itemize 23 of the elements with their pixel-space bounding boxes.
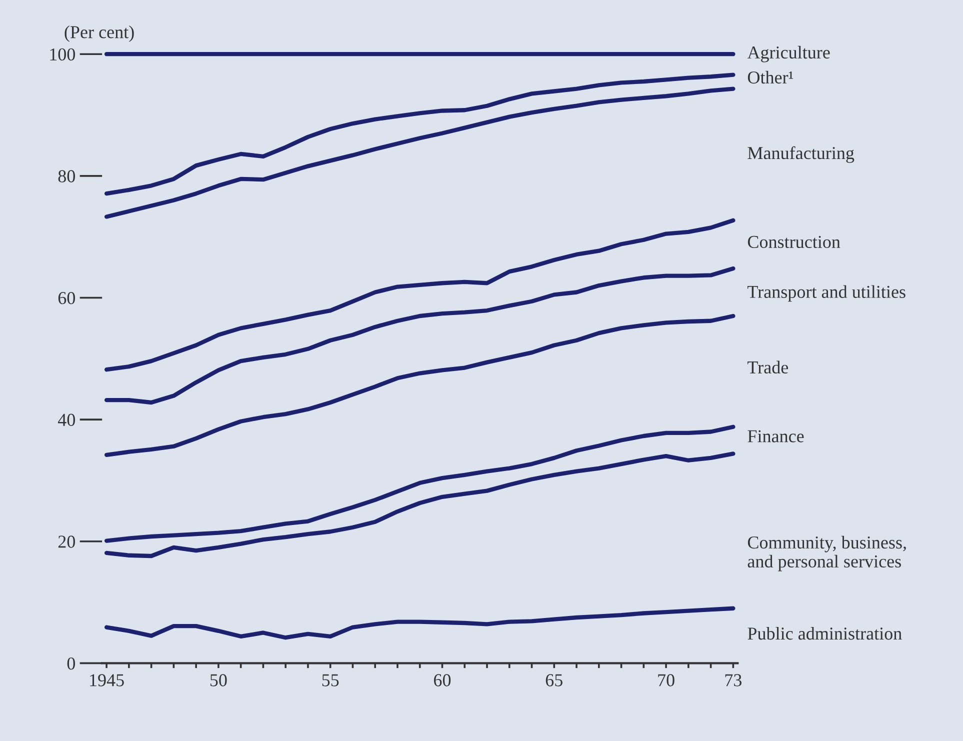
text: Agriculture bbox=[747, 46, 830, 62]
text: Construction bbox=[748, 236, 840, 248]
y-axis-title: (Per cent) bbox=[64, 26, 134, 42]
text: Manufacturing bbox=[748, 146, 854, 163]
text: Finance bbox=[748, 430, 804, 442]
y-tick-label: 0 bbox=[67, 657, 75, 670]
y-tick-label: 20 bbox=[58, 536, 75, 548]
x-tick-label: 1945 bbox=[90, 674, 124, 686]
text: Transport and utilities bbox=[748, 285, 906, 302]
y-tick-label: 80 bbox=[58, 170, 75, 182]
text: Trade bbox=[748, 360, 788, 374]
text: Other¹ bbox=[748, 70, 794, 84]
x-tick-label: 50 bbox=[210, 674, 227, 686]
y-tick-label: 100 bbox=[50, 48, 75, 61]
x-tick-label: 55 bbox=[322, 674, 339, 686]
x-tick-label: 60 bbox=[434, 674, 451, 686]
x-tick-label: 70 bbox=[658, 674, 674, 686]
x-tick-label: 65 bbox=[546, 674, 562, 686]
text: Community, business, and personal services bbox=[748, 536, 906, 572]
x-tick-label: 73 bbox=[725, 674, 742, 686]
y-tick-label: 60 bbox=[58, 292, 75, 304]
y-tick-label: 40 bbox=[58, 414, 75, 426]
text: Public administration bbox=[748, 626, 902, 640]
